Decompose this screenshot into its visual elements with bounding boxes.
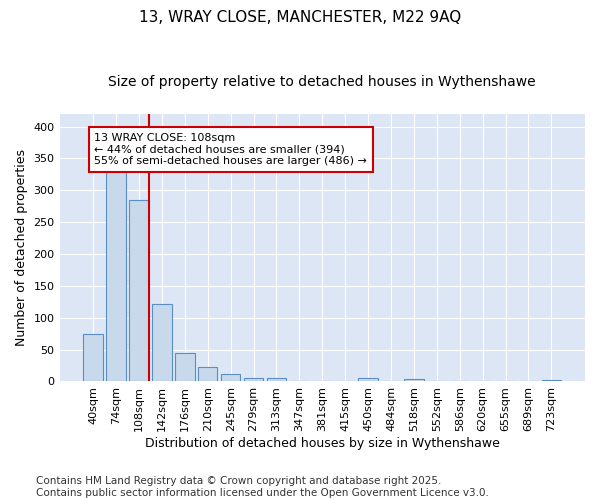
Title: Size of property relative to detached houses in Wythenshawe: Size of property relative to detached ho… — [109, 75, 536, 89]
Bar — [358, 378, 378, 382]
Bar — [152, 304, 172, 382]
Y-axis label: Number of detached properties: Number of detached properties — [15, 149, 28, 346]
Bar — [106, 172, 126, 382]
Bar — [221, 374, 241, 382]
Text: 13, WRAY CLOSE, MANCHESTER, M22 9AQ: 13, WRAY CLOSE, MANCHESTER, M22 9AQ — [139, 10, 461, 25]
Bar — [198, 368, 217, 382]
X-axis label: Distribution of detached houses by size in Wythenshawe: Distribution of detached houses by size … — [145, 437, 500, 450]
Bar — [244, 378, 263, 382]
Bar — [175, 354, 194, 382]
Text: Contains HM Land Registry data © Crown copyright and database right 2025.
Contai: Contains HM Land Registry data © Crown c… — [36, 476, 489, 498]
Bar — [542, 380, 561, 382]
Bar — [404, 379, 424, 382]
Bar — [83, 334, 103, 382]
Text: 13 WRAY CLOSE: 108sqm
← 44% of detached houses are smaller (394)
55% of semi-det: 13 WRAY CLOSE: 108sqm ← 44% of detached … — [94, 133, 367, 166]
Bar — [129, 200, 149, 382]
Bar — [267, 378, 286, 382]
